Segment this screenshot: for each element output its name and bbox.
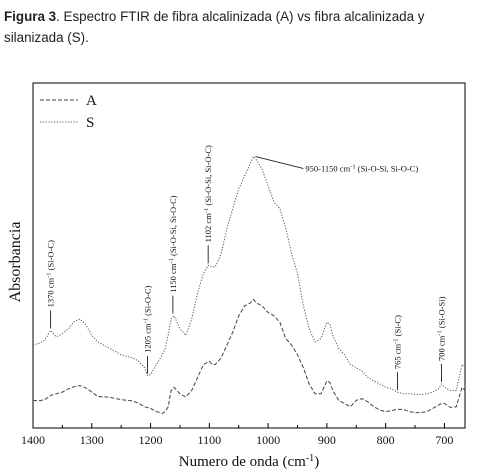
annotation-tail: (Si-O-Si, Si-O-C) xyxy=(203,145,213,208)
x-tick-label: 1000 xyxy=(256,433,280,447)
x-axis-label: Numero de onda (cm-1) xyxy=(179,453,319,471)
annotation-text: 1150 cm xyxy=(168,263,178,293)
figure-caption: Figura 3. Espectro FTIR de fibra alcalin… xyxy=(4,6,480,48)
x-tick-label: 700 xyxy=(435,433,453,447)
annotation-sup: -1 xyxy=(392,338,399,343)
legend-label-A: A xyxy=(86,93,97,109)
annotation-tail: (Si-C) xyxy=(392,315,402,339)
annotation-label: 1370 cm-1 (Si-O-C) xyxy=(45,240,56,307)
annotation-tail: (Si-O-Si, Si-O-C) xyxy=(168,195,178,258)
x-axis-label-text: Numero de onda (cm xyxy=(179,454,306,470)
x-axis: 1400 1300 1200 1100 1000 900 800 700 xyxy=(21,423,453,447)
legend: AS xyxy=(40,93,97,131)
annotation-sup: -1 xyxy=(142,318,149,323)
annotation-tail: (Si-O-C) xyxy=(143,285,153,318)
annotation-tail: (Si-O-Si) xyxy=(436,296,446,330)
series-S-line xyxy=(32,155,466,395)
x-tick-label: 1400 xyxy=(21,433,45,447)
annotation-label: 1205 cm-1 (Si-O-C) xyxy=(142,285,153,352)
x-tick-label: 1100 xyxy=(198,433,222,447)
annotation-label: 700 cm-1 (Si-O-Si) xyxy=(436,296,447,361)
legend-label-S: S xyxy=(86,115,94,131)
x-tick-label: 900 xyxy=(318,433,336,447)
x-axis-label-tail: ) xyxy=(314,454,319,470)
annotation-sup: -1 xyxy=(45,272,52,277)
annotation-label: 1102 cm-1 (Si-O-Si, Si-O-C) xyxy=(203,145,214,242)
annotation-label: 1150 cm-1 (Si-O-Si, Si-O-C) xyxy=(167,195,178,292)
annotation-leader xyxy=(255,156,304,169)
plot-frame xyxy=(32,82,466,429)
annotation-sup: -1 xyxy=(436,330,443,335)
annotation-sup: -1 xyxy=(203,208,210,213)
series-layer xyxy=(32,155,466,414)
y-axis-label: Absorbancia xyxy=(7,222,24,303)
annotation-tail: (Si-O-Si, Si-O-C) xyxy=(356,164,419,174)
annotations: 1370 cm-1 (Si-O-C)1205 cm-1 (Si-O-C)1150… xyxy=(45,145,447,391)
annotation-text: 950-1150 cm xyxy=(305,164,350,174)
caption-text: . Espectro FTIR de fibra alcalinizada (A… xyxy=(4,9,425,45)
annotation-text: 1370 cm xyxy=(46,277,56,307)
caption-label: Figura 3 xyxy=(4,9,57,24)
annotation-label: 950-1150 cm-1 (Si-O-Si, Si-O-C) xyxy=(305,163,418,174)
x-tick-label: 1300 xyxy=(80,433,104,447)
annotation-sup: -1 xyxy=(167,258,174,263)
x-tick-label: 800 xyxy=(377,433,395,447)
series-A-line xyxy=(32,298,466,414)
x-axis-label-sup: -1 xyxy=(306,453,314,464)
annotation-label: 765 cm-1 (Si-C) xyxy=(392,315,403,369)
annotation-text: 700 cm xyxy=(436,335,446,361)
x-tick-label: 1200 xyxy=(139,433,163,447)
annotation-text: 1205 cm xyxy=(143,323,153,353)
annotation-sup: -1 xyxy=(350,163,355,170)
annotation-text: 765 cm xyxy=(392,343,402,369)
annotation-tail: (Si-O-C) xyxy=(46,240,56,273)
annotation-text: 1102 cm xyxy=(203,213,213,243)
